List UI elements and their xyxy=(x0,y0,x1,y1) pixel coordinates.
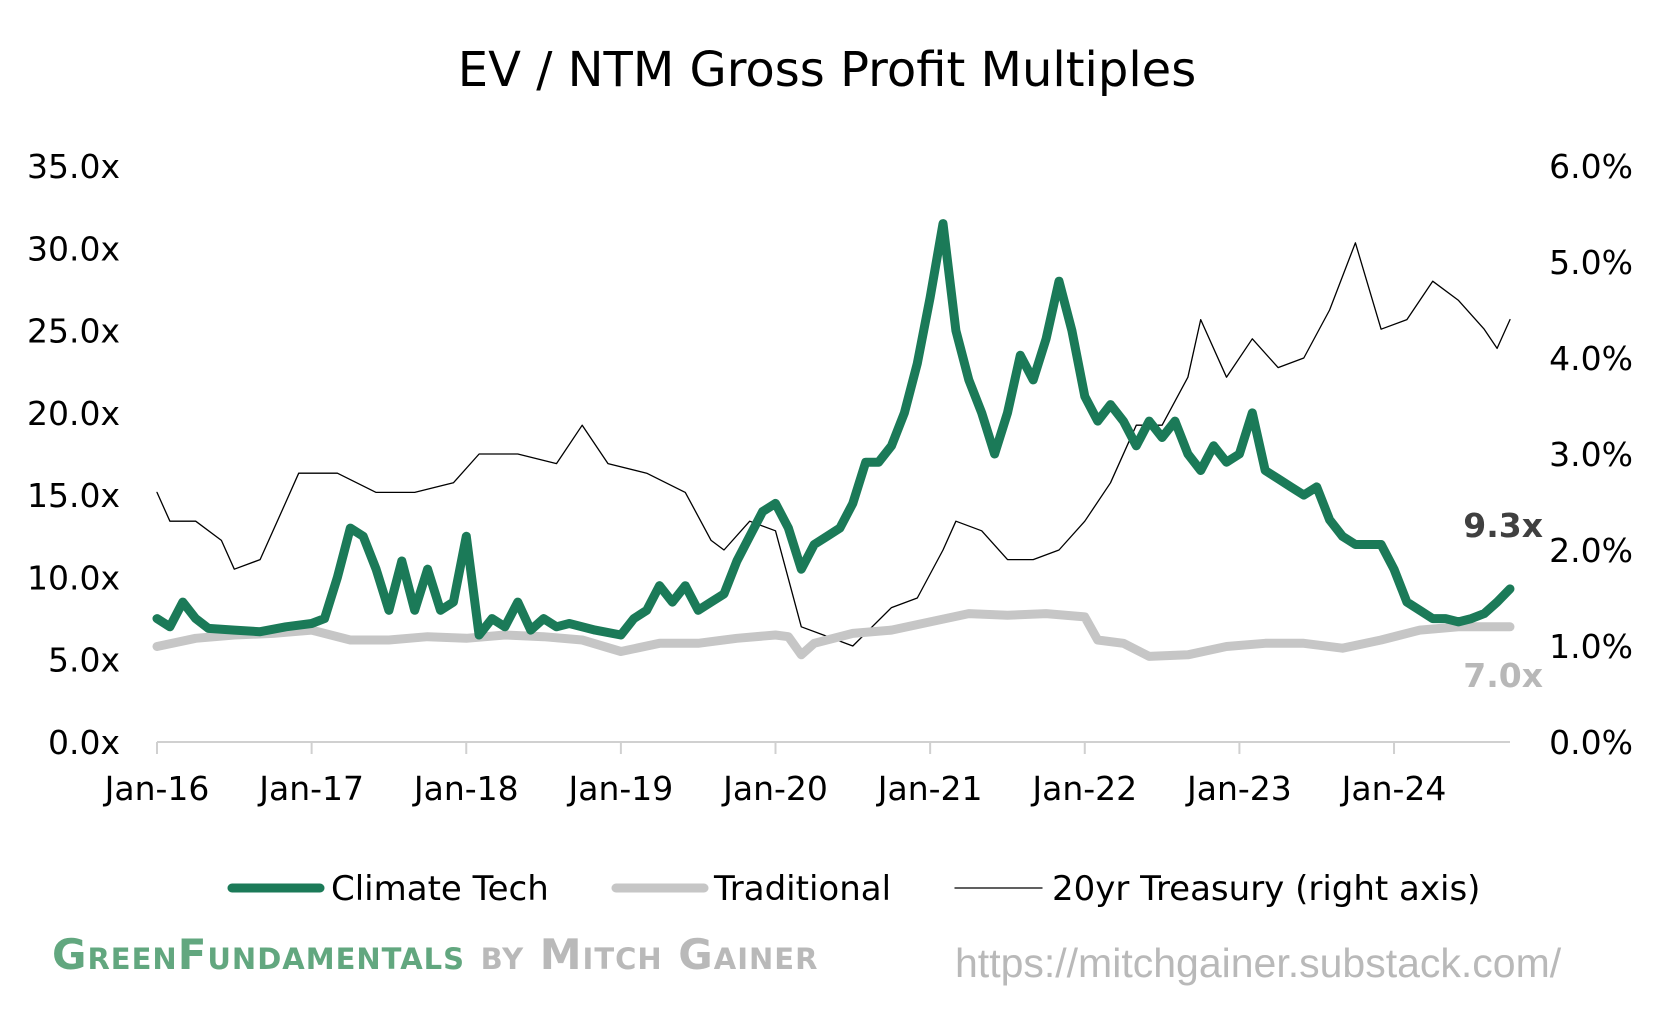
x-tick-label: Jan-22 xyxy=(1030,769,1137,808)
chart-title: EV / NTM Gross Profit Multiples xyxy=(458,42,1196,98)
x-tick-label: Jan-23 xyxy=(1185,769,1292,808)
brand-name: GreenFundamentals xyxy=(52,930,465,979)
y-right-tick-label: 5.0% xyxy=(1549,243,1633,282)
y-left-tick-label: 10.0x xyxy=(27,558,120,597)
series-line-climate-tech xyxy=(152,219,1515,640)
end-value-label: 9.3x xyxy=(1463,506,1543,545)
series-line-20yr-treasury-right-axis xyxy=(156,242,1511,647)
series-layer: 9.3x 7.0x xyxy=(152,219,1543,695)
end-value-label: 7.0x xyxy=(1463,656,1543,695)
x-tick-label: Jan-17 xyxy=(257,769,364,808)
y-left-tick-label: 5.0x xyxy=(48,641,120,680)
series-line-traditional xyxy=(152,609,1515,661)
legend: Climate Tech Traditional 20yr Treasury (ri… xyxy=(227,869,1480,909)
y-left-tick-label: 15.0x xyxy=(27,476,120,515)
x-tick-label: Jan-19 xyxy=(566,769,673,808)
y-left-tick-label: 25.0x xyxy=(27,312,120,351)
y-right-tick-label: 0.0% xyxy=(1549,723,1633,762)
y-right-tick-label: 4.0% xyxy=(1549,339,1633,378)
y-left-tick-label: 20.0x xyxy=(27,394,120,433)
axes-layer: Jan-16 Jan-17 Jan-18 Jan-19 Jan-20 Jan-21 Jan-… xyxy=(27,147,1633,808)
y-right-tick-label: 1.0% xyxy=(1549,627,1633,666)
legend-label: Traditional xyxy=(713,869,891,909)
legend-label: Climate Tech xyxy=(331,869,549,909)
y-right-tick-label: 6.0% xyxy=(1549,147,1633,186)
source-url: https://mitchgainer.substack.com/ xyxy=(955,940,1562,986)
x-tick-label: Jan-20 xyxy=(721,769,828,808)
y-right-tick-label: 3.0% xyxy=(1549,435,1633,474)
y-right-tick-label: 2.0% xyxy=(1549,531,1633,570)
y-left-tick-label: 35.0x xyxy=(27,147,120,186)
x-tick-label: Jan-16 xyxy=(103,769,210,808)
x-tick-label: Jan-21 xyxy=(876,769,983,808)
brand-wordmark: GreenFundamentals by Mitch Gainer xyxy=(52,930,818,979)
y-left-tick-label: 0.0x xyxy=(48,723,120,762)
legend-label: 20yr Treasury (right axis) xyxy=(1052,869,1480,909)
brand-author: by Mitch Gainer xyxy=(465,930,819,979)
x-tick-label: Jan-18 xyxy=(412,769,519,808)
y-left-tick-label: 30.0x xyxy=(27,229,120,268)
x-tick-label: Jan-24 xyxy=(1340,769,1447,808)
